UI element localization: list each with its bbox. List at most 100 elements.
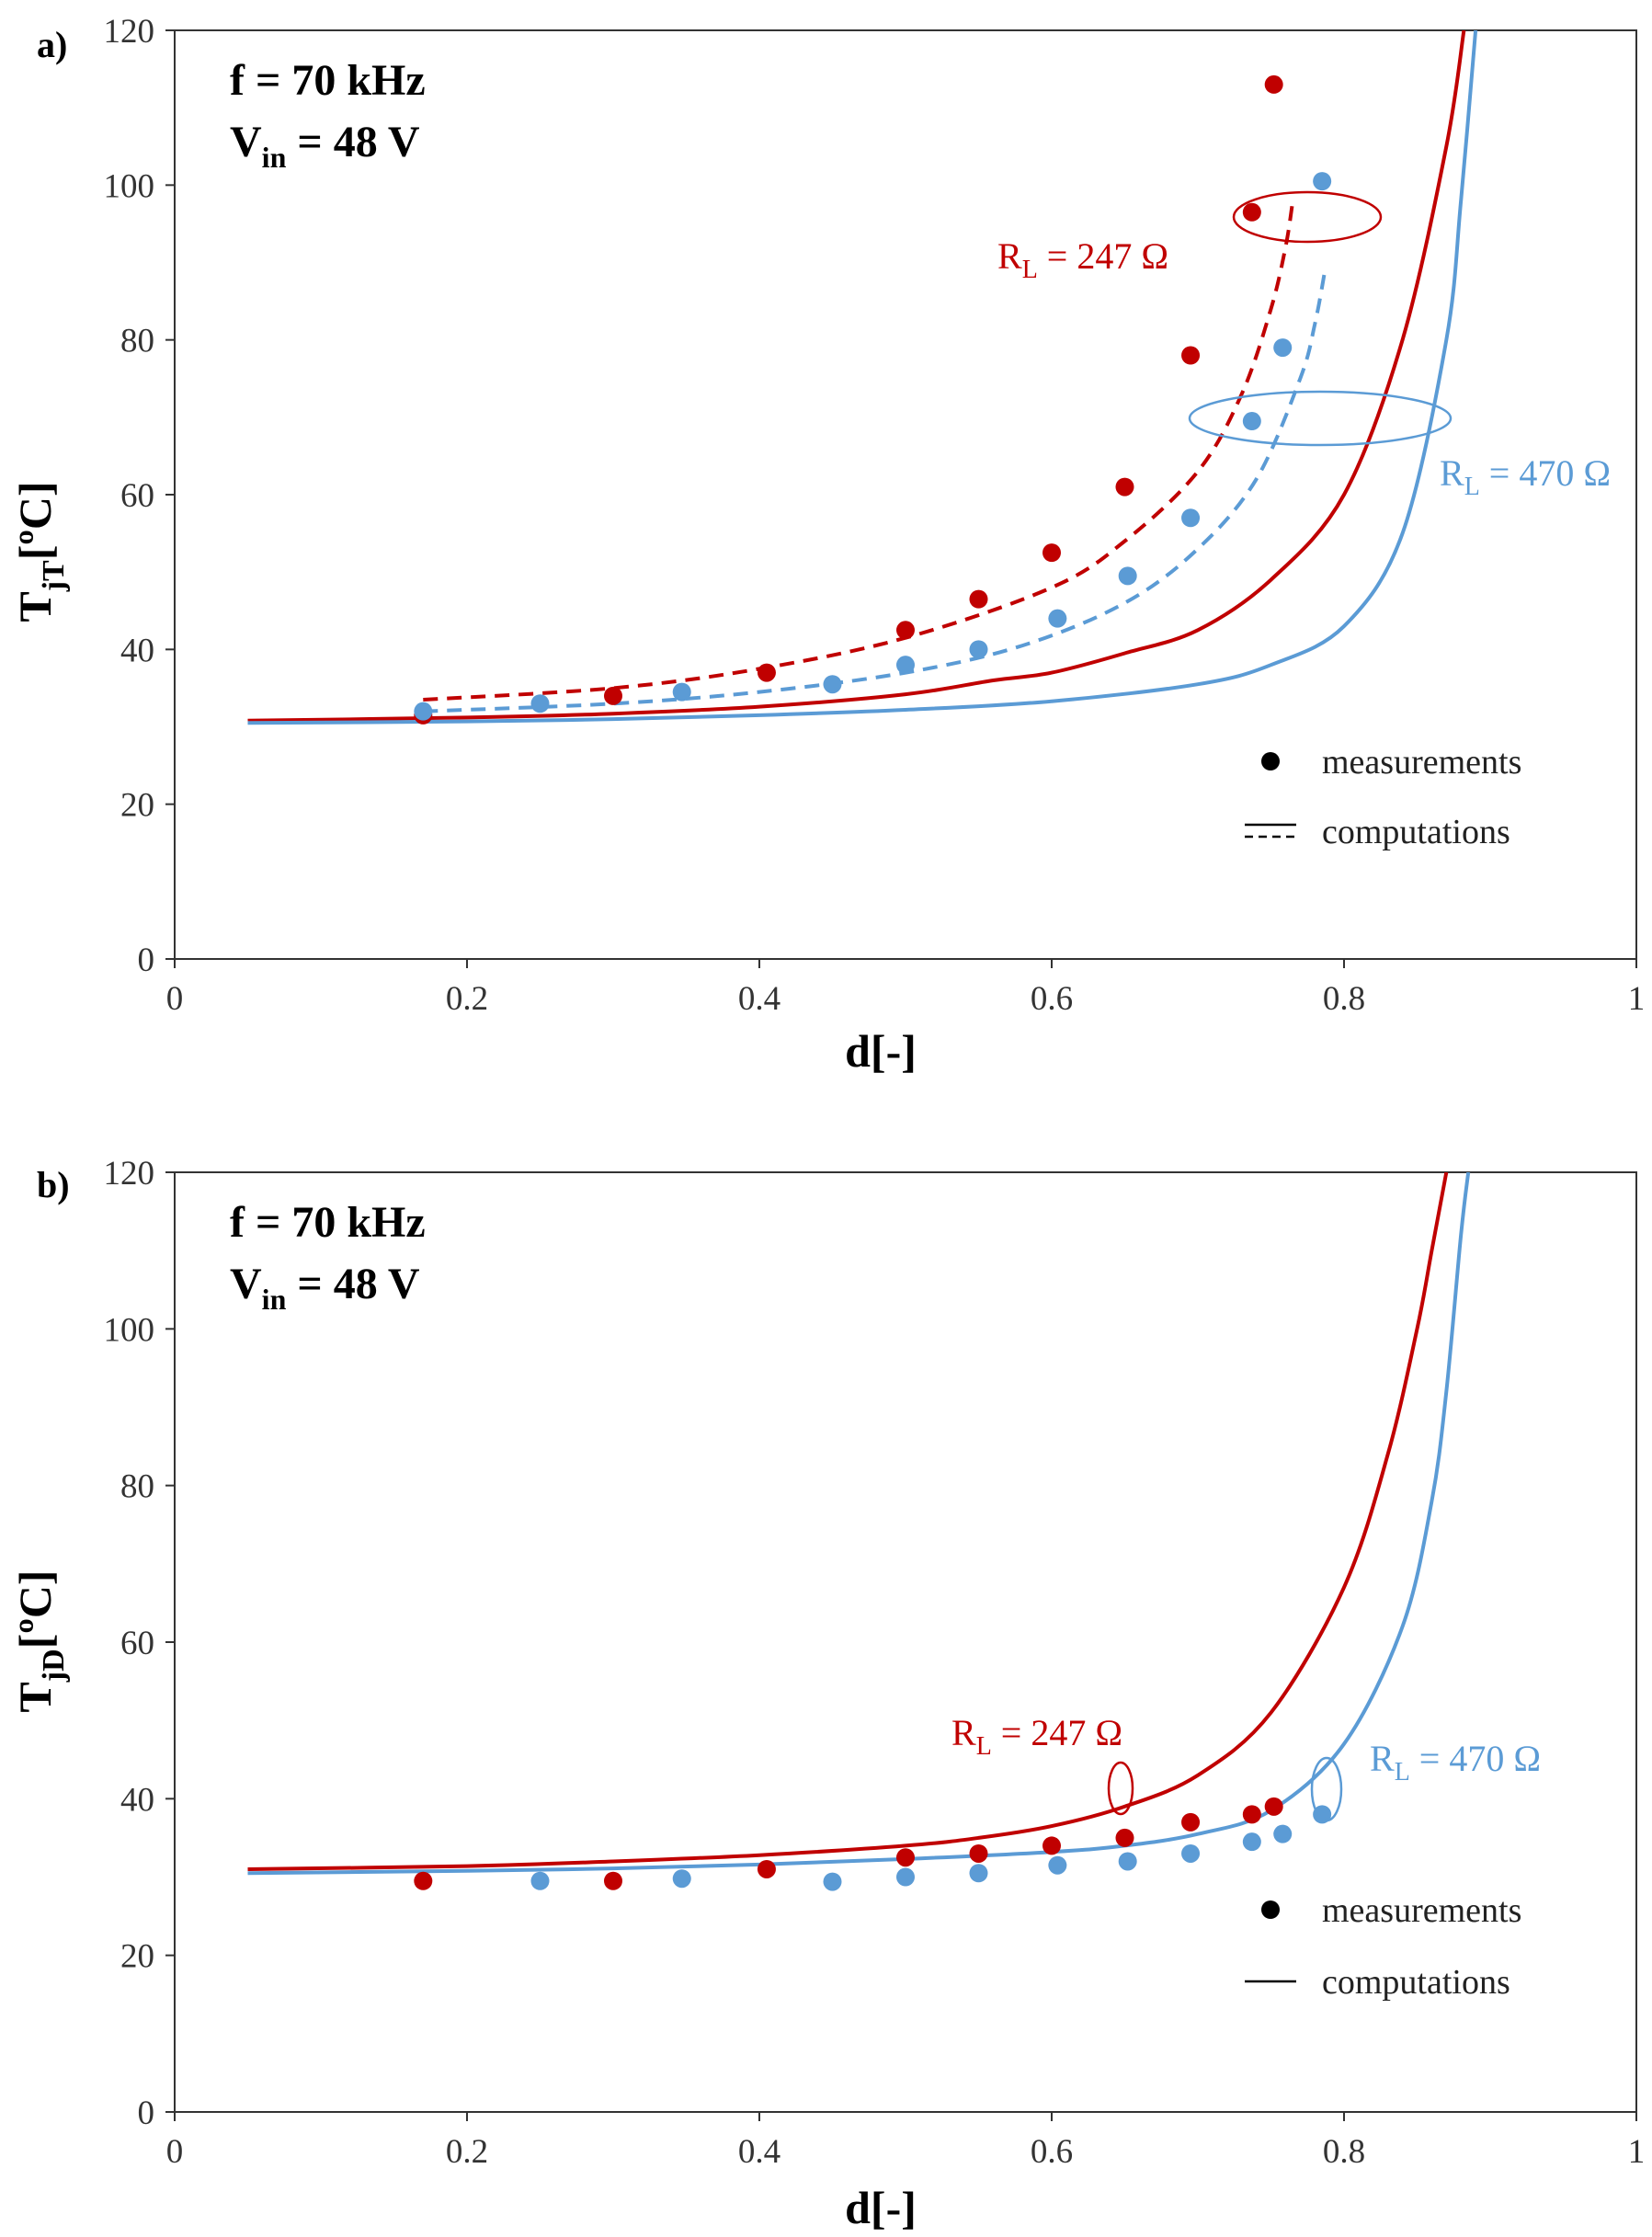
measurement-point <box>604 686 622 705</box>
measurement-point <box>1048 609 1067 628</box>
x-tick-label: 0 <box>166 980 184 1018</box>
y-tick-label: 20 <box>120 1938 154 1976</box>
x-tick-label: 0.2 <box>446 980 488 1018</box>
series-group-ellipse <box>1232 190 1383 244</box>
legend-measurement-marker <box>1261 1900 1280 1919</box>
x-tick-label: 0.2 <box>446 2133 488 2171</box>
x-tick-label: 1 <box>1628 2133 1646 2171</box>
y-tick-label: 80 <box>120 323 154 360</box>
measurement-point <box>414 1871 433 1890</box>
series-label: RL = 470 Ω <box>1440 452 1611 501</box>
panel-label: b) <box>37 1164 70 1205</box>
legend-measurements-label: measurements <box>1322 743 1521 782</box>
series-group-ellipse <box>1188 390 1453 447</box>
measurement-point <box>530 694 550 713</box>
frequency-label: f = 70 kHz <box>230 1198 426 1247</box>
measurement-point <box>896 1867 915 1887</box>
measurement-point <box>757 663 776 682</box>
measurement-point <box>1242 202 1261 222</box>
series-group-ellipse <box>1107 1761 1134 1816</box>
panel-label: a) <box>37 24 67 65</box>
measurement-point <box>1181 1843 1201 1863</box>
computation-line-solid <box>247 1172 1449 1871</box>
input-voltage-label: Vin = 48 V <box>230 118 420 174</box>
y-tick-label: 40 <box>120 632 154 669</box>
measurement-point <box>1273 1824 1293 1843</box>
measurement-point <box>672 682 691 702</box>
measurement-point <box>1264 74 1283 94</box>
x-axis-title: d[-] <box>845 2182 917 2233</box>
measurement-point <box>969 589 988 609</box>
measurement-point <box>757 1859 776 1878</box>
measurement-point <box>1042 543 1061 563</box>
measurement-point <box>1118 1852 1137 1871</box>
measurement-point <box>823 1872 842 1891</box>
measurement-point <box>969 640 988 659</box>
y-tick-label: 120 <box>104 13 155 51</box>
measurement-point <box>1273 338 1293 358</box>
y-tick-label: 100 <box>104 167 155 205</box>
x-axis-title: d[-] <box>845 1025 917 1077</box>
y-tick-label: 0 <box>138 942 155 979</box>
x-tick-label: 0.4 <box>738 980 780 1018</box>
legend-measurements-label: measurements <box>1322 1891 1521 1930</box>
x-tick-label: 0.4 <box>738 2133 780 2171</box>
measurement-point <box>969 1843 988 1863</box>
measurement-point <box>1313 1805 1332 1824</box>
computation-line-solid <box>247 30 1478 725</box>
measurement-point <box>823 675 842 694</box>
computation-line-solid <box>247 30 1466 723</box>
measurement-point <box>1313 172 1332 191</box>
measurement-point <box>1042 1836 1061 1855</box>
input-voltage-label: Vin = 48 V <box>230 1260 420 1316</box>
measurement-point <box>969 1864 988 1883</box>
measurement-point <box>1115 1828 1134 1847</box>
x-tick-label: 0 <box>166 2133 184 2171</box>
measurement-point <box>1181 346 1201 365</box>
frequency-label: f = 70 kHz <box>230 56 426 105</box>
y-tick-label: 0 <box>138 2094 155 2132</box>
measurement-point <box>414 702 433 721</box>
computation-line-dashed <box>423 200 1295 702</box>
series-label: RL = 470 Ω <box>1370 1738 1541 1786</box>
x-tick-label: 0.6 <box>1031 2133 1073 2171</box>
legend-measurement-marker <box>1261 752 1280 770</box>
y-tick-label: 80 <box>120 1468 154 1506</box>
measurement-point <box>1181 1812 1201 1832</box>
x-tick-label: 0.8 <box>1323 980 1365 1018</box>
measurement-point <box>672 1869 691 1889</box>
y-axis-title: TjD[ºC] <box>9 1569 71 1712</box>
legend-computations-label: computations <box>1322 813 1510 851</box>
x-tick-label: 1 <box>1628 980 1646 1018</box>
measurement-point <box>530 1871 550 1890</box>
y-tick-label: 100 <box>104 1311 155 1349</box>
measurement-point <box>1242 1832 1261 1852</box>
measurement-point <box>604 1871 622 1890</box>
series-label: RL = 247 Ω <box>997 235 1168 284</box>
measurement-point <box>1242 1805 1261 1824</box>
measurement-point <box>1118 566 1137 586</box>
measurement-point <box>896 1848 915 1867</box>
y-axis-title: TjT[ºC] <box>9 481 71 622</box>
measurement-point <box>896 656 915 675</box>
legend-computations-label: computations <box>1322 1963 1510 2002</box>
measurement-point <box>896 621 915 640</box>
y-tick-label: 20 <box>120 787 154 825</box>
data-layer <box>247 30 1478 725</box>
chart-panel-b: 0 20 40 60 80 100 120 0 0.2 0.4 0.6 0.8 1 b) d[-] TjD[º… <box>9 1155 1645 2233</box>
measurement-point <box>1048 1855 1067 1875</box>
y-tick-label: 40 <box>120 1781 154 1819</box>
series-group-ellipse <box>1310 1756 1343 1822</box>
y-tick-label: 60 <box>120 1625 154 1662</box>
measurement-point <box>1264 1797 1283 1816</box>
chart-panel-a: 0 20 40 60 80 100 120 0 0.2 0.4 0.6 0.8 1 a) d[-] TjT[º… <box>9 13 1645 1077</box>
measurement-point <box>1181 508 1201 528</box>
x-tick-label: 0.8 <box>1323 2133 1365 2171</box>
measurement-point <box>1115 477 1134 496</box>
computation-line-solid <box>247 1172 1471 1876</box>
x-tick-label: 0.6 <box>1031 980 1073 1018</box>
measurement-point <box>1242 412 1261 431</box>
y-tick-label: 60 <box>120 477 154 515</box>
y-tick-label: 120 <box>104 1155 155 1193</box>
